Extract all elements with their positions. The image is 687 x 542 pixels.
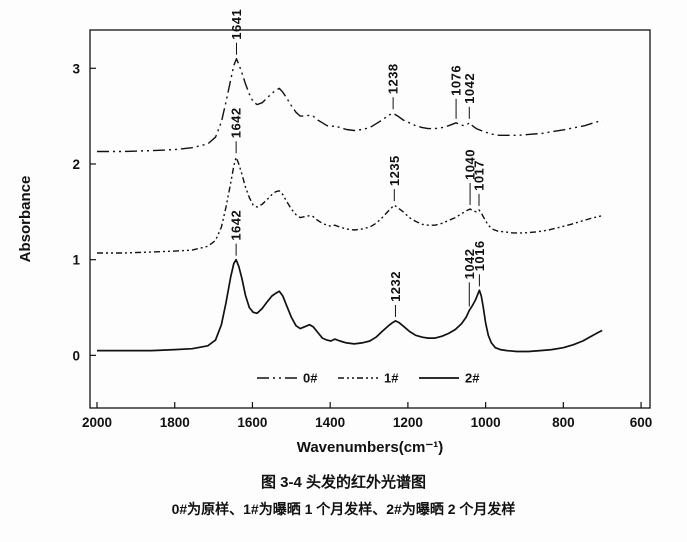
x-tick-label: 1800 [160,415,190,430]
x-tick-label: 1000 [471,415,501,430]
peak-label: 1642 [229,107,244,138]
series-line-0 [97,58,603,153]
spectrum-plot: 2000 1800 1600 1400 1200 1000 800 600 0 1 2 3 Wavenu… [17,9,653,456]
peak-label: 1042 [462,248,477,279]
figure-caption: 图 3-4 头发的红外光谱图 [260,474,426,491]
ir-spectrum-chart: 2000 1800 1600 1400 1200 1000 800 600 0 1 2 3 Wavenu… [17,9,653,456]
figure-captions: 图 3-4 头发的红外光谱图 0#为原样、1#为曝晒 1 个月发样、2#为曝晒 … [44,471,644,519]
y-tick-label: 0 [72,348,80,363]
x-tick-label: 1600 [237,415,267,430]
series-line-2 [97,258,603,353]
x-axis-title: Wavenumbers(cm⁻¹) [297,439,444,456]
series-line-1 [97,156,603,254]
peak-label: 1232 [388,271,403,302]
y-axis-title: Absorbance [17,176,34,263]
peak-label: 1016 [472,240,487,271]
plot-border [89,29,651,409]
peak-label: 1642 [229,210,244,241]
x-tick-label: 800 [552,415,575,430]
legend-label-1: 1# [384,371,399,386]
peak-label: 1076 [449,65,464,96]
x-tick-label: 1400 [315,415,345,430]
peak-label: 1040 [463,149,478,180]
figure-subcaption: 0#为原样、1#为曝晒 1 个月发样、2#为曝晒 2 个月发样 [171,501,516,517]
peak-label: 1042 [462,73,477,104]
y-tick-label: 3 [72,61,80,76]
legend-label-0: 0# [303,371,318,386]
y-tick-label: 2 [72,157,80,172]
peak-label: 1235 [387,155,402,186]
legend-label-2: 2# [465,371,480,386]
peak-label: 1017 [472,160,487,191]
peak-label: 1641 [229,9,244,40]
peak-label: 1238 [386,63,401,94]
x-tick-label: 2000 [82,415,112,430]
x-tick-label: 1200 [393,415,423,430]
x-tick-label: 600 [630,415,653,430]
y-tick-label: 1 [72,253,80,268]
legend: 0# 1# 2# [257,371,480,386]
